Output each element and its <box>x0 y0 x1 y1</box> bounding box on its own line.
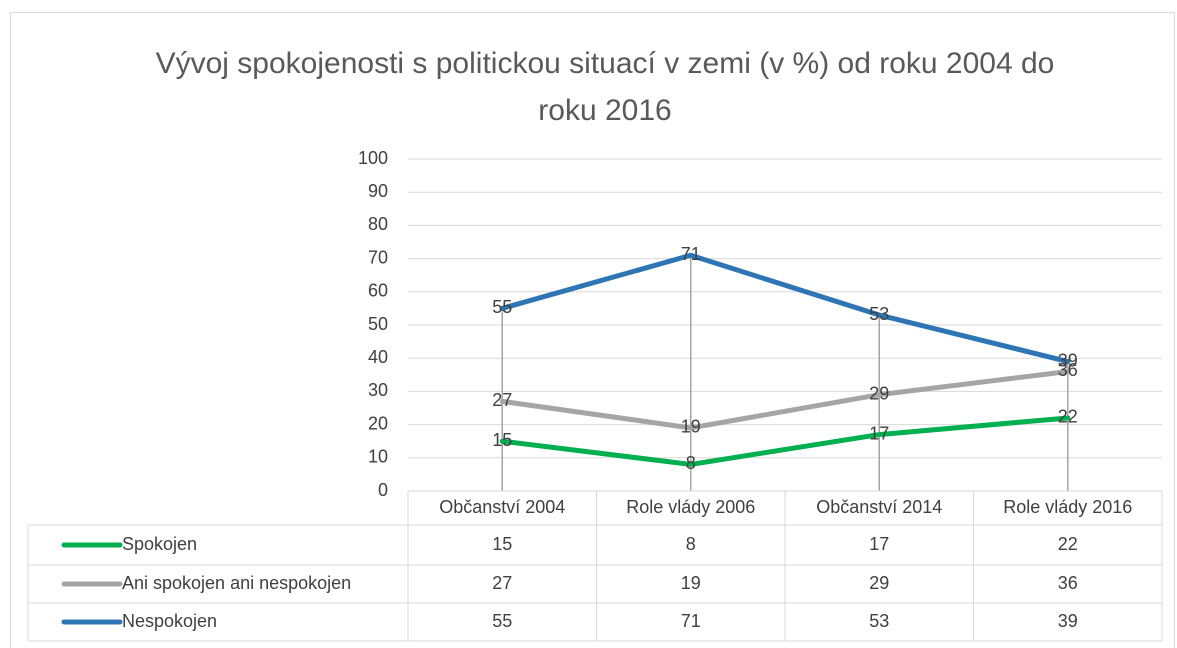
series-line <box>499 252 1071 365</box>
series-line <box>499 415 1071 467</box>
chart-border <box>10 12 1175 648</box>
y-tick-label: 60 <box>368 281 388 301</box>
y-tick-label: 100 <box>358 148 388 168</box>
table-value: 29 <box>869 573 889 593</box>
x-tick-label: Role vlády 2006 <box>626 497 755 517</box>
y-tick-label: 40 <box>368 347 388 367</box>
y-tick-label: 30 <box>368 380 388 400</box>
y-tick-label: 70 <box>368 247 388 267</box>
table-value: 55 <box>492 611 512 631</box>
data-label: 53 <box>869 304 889 324</box>
table-value: 15 <box>492 534 512 554</box>
legend-label: Ani spokojen ani nespokojen <box>122 573 351 593</box>
x-tick-label: Role vlády 2016 <box>1003 497 1132 517</box>
table-value: 39 <box>1058 611 1078 631</box>
data-label: 17 <box>869 423 889 443</box>
data-label: 39 <box>1058 350 1078 370</box>
x-tick-label: Občanství 2014 <box>816 497 942 517</box>
y-tick-label: 80 <box>368 214 388 234</box>
y-tick-label: 20 <box>368 413 388 433</box>
y-tick-label: 10 <box>368 447 388 467</box>
data-label: 8 <box>686 453 696 473</box>
chart-title: Vývoj spokojenosti s politickou situací … <box>155 47 1055 127</box>
y-tick-label: 90 <box>368 181 388 201</box>
y-tick-label: 50 <box>368 314 388 334</box>
table-value: 17 <box>869 534 889 554</box>
table-value: 22 <box>1058 534 1078 554</box>
legend-label: Nespokojen <box>122 611 217 631</box>
table-value: 36 <box>1058 573 1078 593</box>
data-label: 36 <box>1058 360 1078 380</box>
table-value: 19 <box>681 573 701 593</box>
data-label: 15 <box>492 430 512 450</box>
table-value: 71 <box>681 611 701 631</box>
data-label: 27 <box>492 390 512 410</box>
data-label: 19 <box>681 417 701 437</box>
x-tick-label: Občanství 2004 <box>439 497 565 517</box>
series-line <box>499 368 1071 431</box>
data-label: 29 <box>869 383 889 403</box>
legend-label: Spokojen <box>122 534 197 554</box>
data-label: 55 <box>492 297 512 317</box>
data-label: 71 <box>681 244 701 264</box>
table-value: 8 <box>686 534 696 554</box>
table-value: 27 <box>492 573 512 593</box>
table-value: 53 <box>869 611 889 631</box>
data-label: 22 <box>1058 407 1078 427</box>
y-tick-label: 0 <box>378 480 388 500</box>
